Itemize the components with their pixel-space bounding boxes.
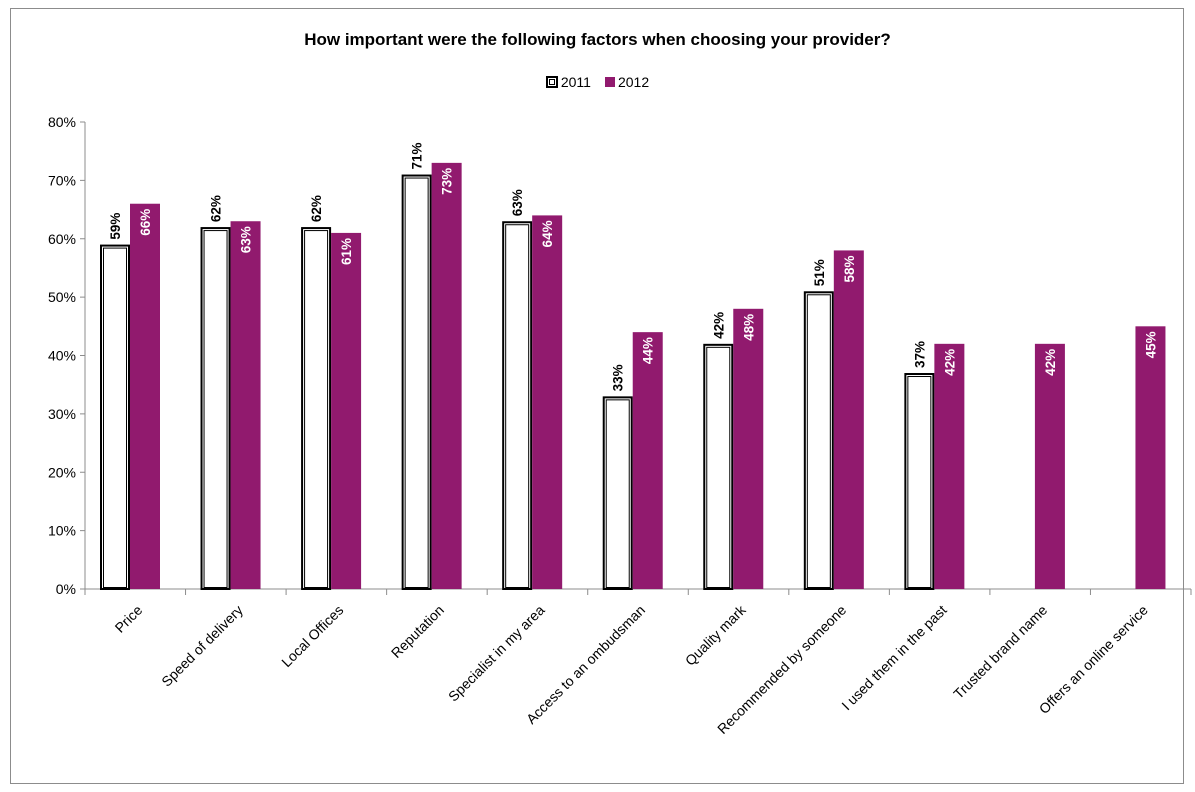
bar-2012 <box>431 162 462 590</box>
y-tick-label: 0% <box>56 581 76 597</box>
bar-2011 <box>502 221 533 591</box>
data-label-2011: 63% <box>510 189 525 216</box>
category-label: Speed of delivery <box>158 602 246 690</box>
category-label: Offers an online service <box>1036 602 1151 717</box>
data-label-2011: 42% <box>711 312 726 339</box>
bar-2012 <box>733 308 764 589</box>
data-label-2012: 66% <box>138 209 153 236</box>
bar-2012 <box>230 221 261 590</box>
y-tick-label: 60% <box>48 231 76 247</box>
bar-2011-inner-border <box>304 230 329 588</box>
y-tick-label: 20% <box>48 464 76 480</box>
bar-2011-inner-border <box>203 230 228 588</box>
bar-2011-inner-border <box>404 177 429 588</box>
data-label-2012: 48% <box>741 314 756 341</box>
y-tick-label: 50% <box>48 289 76 305</box>
data-label-2012: 64% <box>540 220 555 247</box>
data-label-2012: 58% <box>842 255 857 282</box>
bar-2011-inner-border <box>103 247 127 588</box>
bar-2012 <box>532 215 563 589</box>
data-label-2012: 42% <box>1043 349 1058 376</box>
bar-2012 <box>1034 343 1065 589</box>
data-label-2011: 71% <box>410 143 425 170</box>
bar-2011 <box>904 373 935 591</box>
bar-2011-inner-border <box>806 294 831 588</box>
legend-swatch-2012 <box>604 77 615 87</box>
category-label: I used them in the past <box>838 602 950 714</box>
y-tick-label: 10% <box>48 523 76 539</box>
bar-2012 <box>331 232 362 589</box>
bar-2011 <box>401 174 432 590</box>
category-label: Specialist in my area <box>445 602 548 705</box>
data-label-2012: 42% <box>942 349 957 376</box>
legend: 2011 2012 <box>0 74 1195 90</box>
bar-2012 <box>1135 326 1166 589</box>
category-label: Reputation <box>388 602 447 661</box>
y-tick-label: 40% <box>48 348 76 364</box>
chart-title: How important were the following factors… <box>304 30 891 49</box>
y-tick-label: 70% <box>48 172 76 188</box>
y-tick-label: 30% <box>48 406 76 422</box>
data-label-2012: 73% <box>440 168 455 195</box>
bar-2011-inner-border <box>706 346 731 589</box>
bar-2011-inner-border <box>505 224 530 589</box>
data-label-2012: 45% <box>1143 331 1158 358</box>
data-label-2012: 63% <box>239 226 254 253</box>
data-label-2011: 62% <box>309 195 324 222</box>
category-label: Local Offices <box>278 602 346 670</box>
bar-2012 <box>632 332 663 589</box>
bar-2012 <box>130 203 160 589</box>
bar-2011 <box>100 244 130 590</box>
bar-2011 <box>200 227 231 590</box>
legend-item-2011: 2011 <box>545 74 591 90</box>
data-label-2012: 61% <box>339 238 354 265</box>
data-label-2011: 51% <box>812 259 827 286</box>
bar-2011 <box>803 291 834 590</box>
category-label: Quality mark <box>682 601 750 669</box>
category-label: Access to an ombudsman <box>523 602 648 727</box>
data-label-2011: 59% <box>108 213 123 240</box>
data-label-2011: 33% <box>611 364 626 391</box>
bar-2012 <box>934 343 965 589</box>
data-label-2012: 44% <box>641 337 656 364</box>
bar-2011 <box>602 396 633 590</box>
bar-2011 <box>703 343 734 591</box>
data-label-2011: 37% <box>912 341 927 368</box>
legend-label-2012: 2012 <box>617 74 650 90</box>
legend-label-2011: 2011 <box>560 74 591 90</box>
legend-swatch-2011 <box>545 76 558 88</box>
category-label: Trusted brand name <box>950 602 1050 702</box>
y-tick-label: 80% <box>48 114 76 130</box>
bar-2011-inner-border <box>605 399 630 588</box>
bar-2011-inner-border <box>907 376 932 589</box>
category-label: Price <box>112 602 146 636</box>
legend-item-2012: 2012 <box>604 74 650 90</box>
bar-2012 <box>833 250 864 590</box>
data-label-2011: 62% <box>209 195 224 222</box>
bar-2011 <box>301 227 332 590</box>
